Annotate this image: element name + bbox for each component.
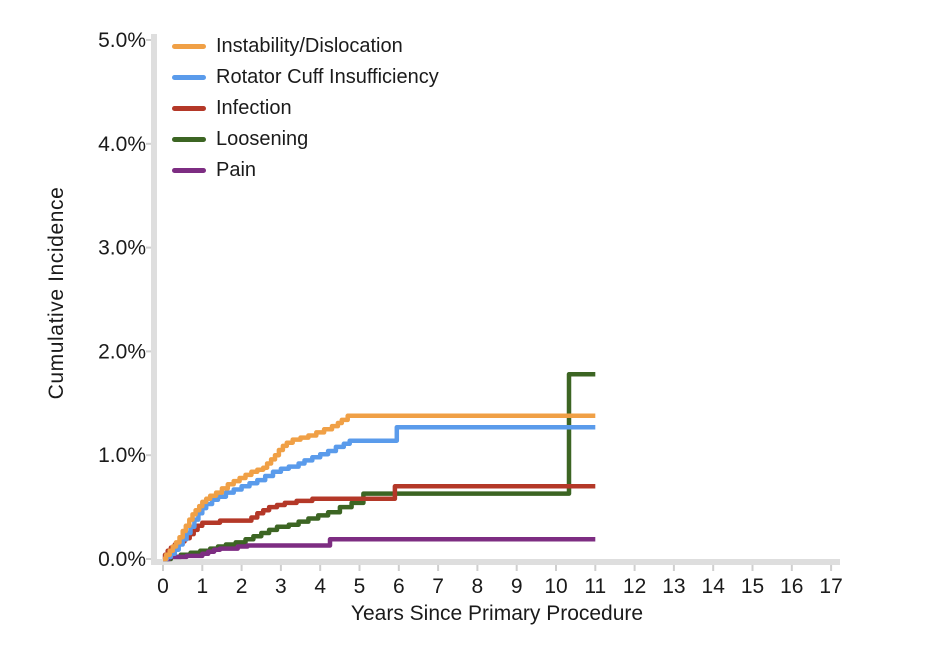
legend-label: Rotator Cuff Insufficiency (216, 66, 439, 88)
x-tick-label: 6 (393, 575, 405, 598)
y-tick-label: 4.0% (98, 133, 146, 156)
curve-loosening (163, 371, 596, 562)
x-tick-label: 14 (702, 575, 726, 598)
legend-swatch-loosening (172, 137, 206, 142)
legend-swatch-rotator-cuff-insufficiency (172, 75, 206, 80)
x-tick-label: 11 (584, 575, 606, 598)
x-axis-line (151, 559, 840, 565)
legend: Instability/Dislocation Rotator Cuff Ins… (172, 31, 439, 186)
x-tick-label: 9 (511, 575, 523, 598)
legend-label: Infection (216, 97, 292, 119)
legend-swatch-infection (172, 106, 206, 111)
legend-swatch-pain (172, 168, 206, 173)
legend-label: Loosening (216, 128, 309, 150)
y-axis-line (151, 34, 157, 565)
legend-item-rotator-cuff-insufficiency: Rotator Cuff Insufficiency (172, 62, 439, 93)
x-tick-label: 0 (157, 575, 169, 598)
curve-instability-dislocation (163, 413, 596, 562)
legend-item-pain: Pain (172, 155, 439, 186)
curve-rotator-cuff-insufficiency (163, 424, 596, 562)
x-tick-label: 13 (662, 575, 685, 598)
legend-label: Pain (216, 159, 257, 181)
y-tick-label: 2.0% (98, 340, 146, 363)
x-tick-label: 8 (472, 575, 484, 598)
legend-swatch-instability-dislocation (172, 44, 206, 49)
x-tick-label: 7 (432, 575, 444, 598)
x-tick-label: 10 (544, 575, 567, 598)
x-tick-label: 5 (354, 575, 366, 598)
y-tick-label: 1.0% (98, 444, 146, 467)
y-tick-label: 3.0% (98, 237, 146, 260)
x-tick-label: 16 (780, 575, 803, 598)
legend-item-loosening: Loosening (172, 124, 439, 155)
x-axis-title: Years Since Primary Procedure (350, 602, 644, 625)
y-tick-label: 5.0% (98, 29, 146, 52)
legend-label: Instability/Dislocation (216, 35, 403, 57)
curve-pain (163, 537, 596, 562)
x-tick-label: 17 (819, 575, 842, 598)
x-tick-label: 15 (741, 575, 764, 598)
y-tick-label: 0.0% (98, 548, 146, 571)
x-tick-label: 1 (196, 575, 208, 598)
x-tick-label: 12 (623, 575, 646, 598)
x-tick-label: 2 (236, 575, 248, 598)
x-tick-label: 4 (314, 575, 326, 598)
legend-item-infection: Infection (172, 93, 439, 124)
legend-item-instability-dislocation: Instability/Dislocation (172, 31, 439, 62)
x-tick-label: 3 (275, 575, 287, 598)
